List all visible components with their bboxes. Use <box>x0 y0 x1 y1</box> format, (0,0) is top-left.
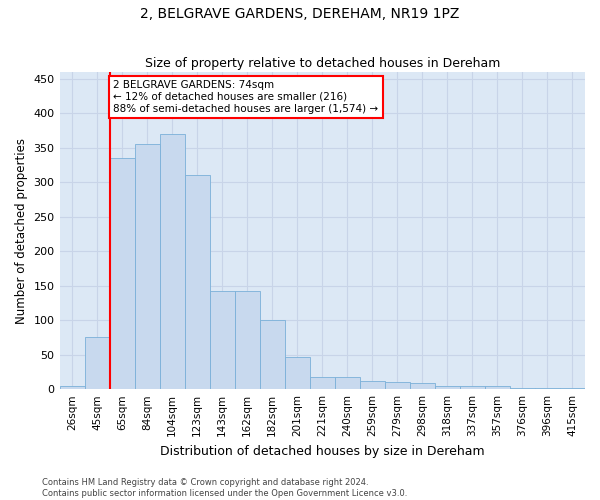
Bar <box>485 386 510 389</box>
Bar <box>560 388 585 389</box>
Title: Size of property relative to detached houses in Dereham: Size of property relative to detached ho… <box>145 56 500 70</box>
Text: 2, BELGRAVE GARDENS, DEREHAM, NR19 1PZ: 2, BELGRAVE GARDENS, DEREHAM, NR19 1PZ <box>140 8 460 22</box>
Bar <box>110 158 134 389</box>
Bar <box>185 176 209 389</box>
Bar <box>310 378 335 389</box>
Bar <box>360 381 385 389</box>
Bar <box>59 386 85 389</box>
Bar <box>435 386 460 389</box>
Text: Contains HM Land Registry data © Crown copyright and database right 2024.
Contai: Contains HM Land Registry data © Crown c… <box>42 478 407 498</box>
Bar <box>209 292 235 389</box>
Bar <box>510 388 535 389</box>
Text: 2 BELGRAVE GARDENS: 74sqm
← 12% of detached houses are smaller (216)
88% of semi: 2 BELGRAVE GARDENS: 74sqm ← 12% of detac… <box>113 80 379 114</box>
Bar <box>385 382 410 389</box>
Y-axis label: Number of detached properties: Number of detached properties <box>15 138 28 324</box>
Bar <box>460 386 485 389</box>
Bar <box>410 383 435 389</box>
Bar <box>134 144 160 389</box>
Bar <box>235 292 260 389</box>
X-axis label: Distribution of detached houses by size in Dereham: Distribution of detached houses by size … <box>160 444 485 458</box>
Bar <box>85 338 110 389</box>
Bar <box>285 357 310 389</box>
Bar <box>535 388 560 389</box>
Bar <box>335 378 360 389</box>
Bar <box>160 134 185 389</box>
Bar <box>260 320 285 389</box>
